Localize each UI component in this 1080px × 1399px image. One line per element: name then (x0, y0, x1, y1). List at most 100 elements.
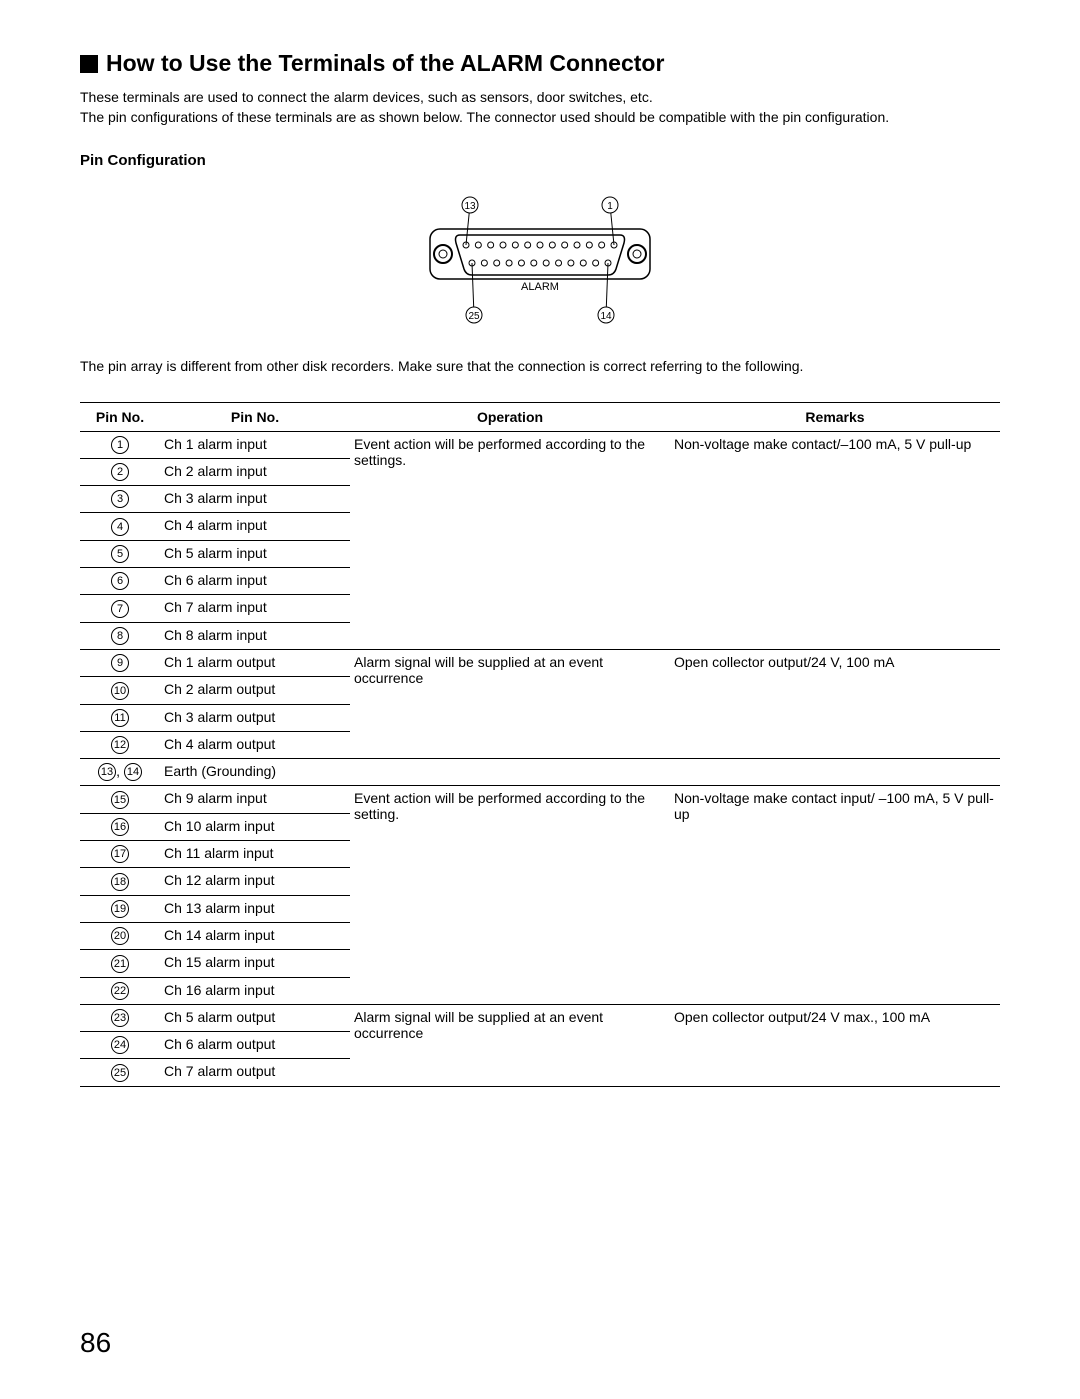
circled-number-icon: 24 (111, 1036, 129, 1054)
circled-number-icon: 16 (111, 818, 129, 836)
table-row: 13, 14Earth (Grounding) (80, 759, 1000, 786)
cell-pin-no: 13, 14 (80, 759, 160, 786)
cell-pin-name: Ch 6 alarm output (160, 1032, 350, 1059)
cell-pin-no: 7 (80, 595, 160, 622)
alarm-connector-svg: ALARM 13 1 25 14 (410, 187, 670, 327)
pin-array-note: The pin array is different from other di… (80, 358, 1000, 374)
cell-pin-no: 23 (80, 1004, 160, 1031)
svg-text:ALARM: ALARM (521, 281, 559, 293)
circled-number-icon: 13 (98, 763, 116, 781)
cell-pin-name: Ch 4 alarm input (160, 513, 350, 540)
circled-number-icon: 9 (111, 654, 129, 672)
cell-remarks: Non-voltage make contact input/ –100 mA,… (670, 786, 1000, 1004)
cell-operation: Alarm signal will be supplied at an even… (350, 1004, 670, 1086)
cell-pin-no: 24 (80, 1032, 160, 1059)
cell-pin-name: Ch 9 alarm input (160, 786, 350, 813)
cell-pin-name: Ch 7 alarm output (160, 1059, 350, 1086)
cell-pin-no: 4 (80, 513, 160, 540)
cell-pin-no: 17 (80, 841, 160, 868)
cell-pin-name: Ch 4 alarm output (160, 731, 350, 758)
cell-pin-no: 6 (80, 568, 160, 595)
intro-line-2: The pin configurations of these terminal… (80, 107, 1000, 127)
cell-operation (350, 759, 670, 786)
square-bullet-icon (80, 55, 98, 73)
title-row: How to Use the Terminals of the ALARM Co… (80, 50, 1000, 77)
cell-pin-name: Ch 2 alarm input (160, 458, 350, 485)
circled-number-icon: 12 (111, 736, 129, 754)
circled-number-icon: 22 (111, 982, 129, 1000)
cell-pin-no: 11 (80, 704, 160, 731)
cell-pin-no: 18 (80, 868, 160, 895)
svg-text:14: 14 (600, 311, 612, 322)
cell-pin-name: Ch 3 alarm output (160, 704, 350, 731)
cell-pin-name: Ch 1 alarm input (160, 431, 350, 458)
cell-pin-no: 1 (80, 431, 160, 458)
cell-pin-name: Ch 16 alarm input (160, 977, 350, 1004)
cell-pin-no: 20 (80, 922, 160, 949)
cell-pin-name: Ch 13 alarm input (160, 895, 350, 922)
circled-number-icon: 3 (111, 490, 129, 508)
cell-remarks: Open collector output/24 V max., 100 mA (670, 1004, 1000, 1086)
cell-pin-name: Ch 10 alarm input (160, 813, 350, 840)
cell-pin-no: 2 (80, 458, 160, 485)
circled-number-icon: 5 (111, 545, 129, 563)
circled-number-icon: 8 (111, 627, 129, 645)
svg-text:25: 25 (468, 311, 480, 322)
cell-pin-no: 21 (80, 950, 160, 977)
cell-pin-no: 15 (80, 786, 160, 813)
cell-pin-no: 12 (80, 731, 160, 758)
circled-number-icon: 10 (111, 682, 129, 700)
cell-pin-no: 16 (80, 813, 160, 840)
circled-number-icon: 7 (111, 600, 129, 618)
cell-pin-name: Ch 6 alarm input (160, 568, 350, 595)
page-title: How to Use the Terminals of the ALARM Co… (106, 50, 664, 77)
cell-pin-name: Ch 5 alarm input (160, 540, 350, 567)
circled-number-icon: 20 (111, 927, 129, 945)
cell-pin-name: Ch 3 alarm input (160, 486, 350, 513)
circled-number-icon: 1 (111, 436, 129, 454)
intro-text: These terminals are used to connect the … (80, 87, 1000, 128)
cell-pin-no: 25 (80, 1059, 160, 1086)
circled-number-icon: 18 (111, 873, 129, 891)
circled-number-icon: 6 (111, 572, 129, 590)
circled-number-icon: 2 (111, 463, 129, 481)
cell-pin-name: Ch 1 alarm output (160, 649, 350, 676)
th-remarks: Remarks (670, 402, 1000, 431)
cell-pin-no: 10 (80, 677, 160, 704)
cell-pin-name: Ch 12 alarm input (160, 868, 350, 895)
circled-number-icon: 15 (111, 791, 129, 809)
circled-number-icon: 19 (111, 900, 129, 918)
table-row: 1Ch 1 alarm inputEvent action will be pe… (80, 431, 1000, 458)
cell-pin-name: Ch 8 alarm input (160, 622, 350, 649)
cell-pin-no: 19 (80, 895, 160, 922)
cell-pin-name: Ch 7 alarm input (160, 595, 350, 622)
pin-configuration-heading: Pin Configuration (80, 152, 1000, 169)
cell-pin-no: 9 (80, 649, 160, 676)
circled-number-icon: 11 (111, 709, 129, 727)
circled-number-icon: 21 (111, 955, 129, 973)
cell-pin-no: 8 (80, 622, 160, 649)
circled-number-icon: 17 (111, 845, 129, 863)
cell-pin-name: Ch 11 alarm input (160, 841, 350, 868)
cell-pin-name: Ch 14 alarm input (160, 922, 350, 949)
page-number: 86 (80, 1327, 111, 1359)
cell-operation: Event action will be performed according… (350, 431, 670, 649)
table-row: 23Ch 5 alarm outputAlarm signal will be … (80, 1004, 1000, 1031)
svg-text:1: 1 (607, 201, 613, 212)
cell-remarks: Non-voltage make contact/–100 mA, 5 V pu… (670, 431, 1000, 649)
cell-pin-name: Ch 2 alarm output (160, 677, 350, 704)
intro-line-1: These terminals are used to connect the … (80, 87, 1000, 107)
table-row: 9Ch 1 alarm outputAlarm signal will be s… (80, 649, 1000, 676)
svg-text:13: 13 (464, 201, 476, 212)
th-operation: Operation (350, 402, 670, 431)
cell-pin-no: 5 (80, 540, 160, 567)
circled-number-icon: 4 (111, 518, 129, 536)
th-pin-no-1: Pin No. (80, 402, 160, 431)
pin-configuration-table: Pin No. Pin No. Operation Remarks 1Ch 1 … (80, 402, 1000, 1087)
cell-pin-name: Ch 5 alarm output (160, 1004, 350, 1031)
circled-number-icon: 14 (124, 763, 142, 781)
cell-operation: Alarm signal will be supplied at an even… (350, 649, 670, 758)
cell-pin-no: 3 (80, 486, 160, 513)
cell-remarks: Open collector output/24 V, 100 mA (670, 649, 1000, 758)
cell-pin-no: 22 (80, 977, 160, 1004)
